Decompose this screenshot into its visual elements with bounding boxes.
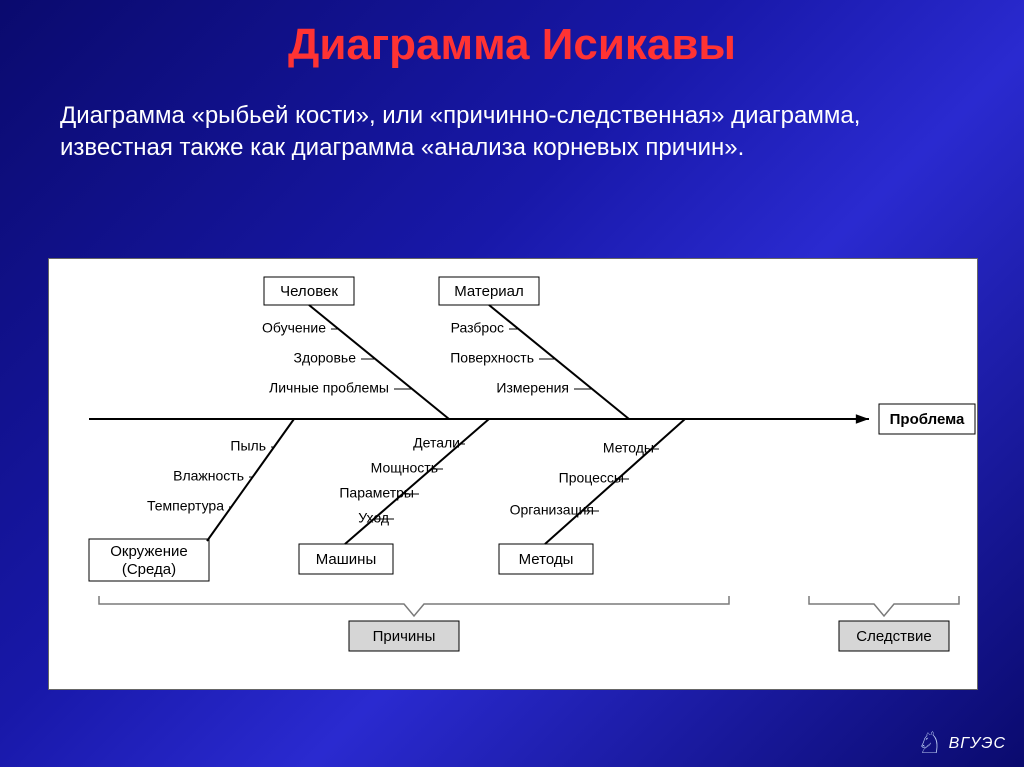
fishbone-diagram: Проблема Человек Обучение Здоровье Личные пр… — [48, 258, 978, 690]
diagram-box-label: Методы — [519, 551, 574, 568]
subcause-label: Влажность — [173, 468, 244, 484]
subcause-label: Параметры — [339, 485, 414, 501]
slide: Диаграмма Исикавы Диаграмма «рыбьей кост… — [0, 0, 1024, 767]
subcause-label: Детали — [413, 435, 460, 451]
subcause-label: Организация — [510, 502, 594, 518]
subcause-label: Темпертура — [147, 498, 224, 514]
subcause-label: Личные проблемы — [269, 380, 389, 396]
subcause-label: Методы — [603, 440, 654, 456]
subcause-label: Измерения — [496, 380, 569, 396]
subcause-label: Уход — [358, 510, 389, 526]
subcause-label: Пыль — [230, 438, 266, 454]
subcause-label: Обучение — [262, 320, 326, 336]
diagram-box-label: Окружение — [110, 543, 187, 560]
subcause-label: Процессы — [559, 470, 624, 486]
diagram-box-label: Следствие — [856, 628, 931, 645]
footer-logo: ♘ ВГУЭС — [915, 726, 1006, 761]
diagram-box-label: Причины — [373, 628, 436, 645]
diagram-box-label: (Среда) — [122, 561, 176, 578]
brace — [99, 596, 729, 616]
subcause-label: Разброс — [451, 320, 504, 336]
logo-icon: ♘ — [915, 726, 943, 761]
slide-title: Диаграмма Исикавы — [0, 0, 1024, 70]
subcause-label: Здоровье — [293, 350, 356, 366]
brace — [809, 596, 959, 616]
diagram-box-label: Материал — [454, 283, 524, 300]
logo-text: ВГУЭС — [949, 735, 1006, 753]
subcause-label: Мощность — [371, 460, 438, 476]
subcause-label: Поверхность — [450, 350, 534, 366]
diagram-box-label: Проблема — [890, 411, 965, 428]
slide-subtitle: Диаграмма «рыбьей кости», или «причинно-… — [0, 70, 1024, 175]
diagram-box-label: Машины — [316, 551, 376, 568]
diagram-box-label: Человек — [280, 283, 338, 300]
